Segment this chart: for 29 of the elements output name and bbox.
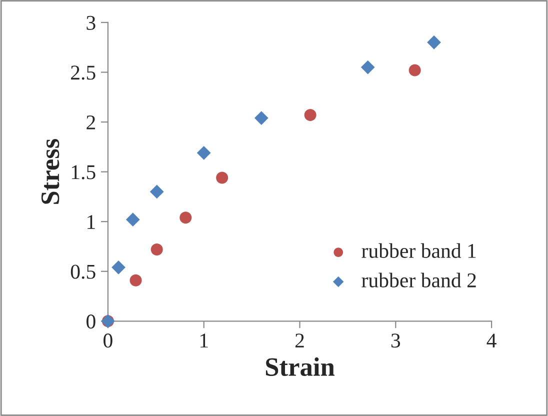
x-tick-label: 2: [295, 334, 304, 348]
x-tick-label: 3: [391, 334, 400, 348]
x-tick-label: 0: [104, 334, 112, 348]
point: [216, 172, 228, 184]
y-tick-label: 2: [86, 115, 95, 130]
x-tick-label: 1: [200, 334, 208, 348]
y-tick-label: 1.5: [72, 165, 96, 180]
point: [408, 64, 421, 76]
point: [427, 35, 441, 50]
x-tick-label: 4: [486, 334, 496, 348]
point: [254, 111, 268, 125]
legend-label: rubber band 2: [362, 272, 476, 288]
point: [360, 60, 375, 74]
y-tick-label: 0: [86, 314, 96, 329]
point: [196, 146, 211, 160]
point: [126, 212, 140, 227]
x-axis-title: Strain: [266, 357, 335, 376]
point: [112, 260, 126, 274]
point: [130, 274, 142, 286]
y-axis-title: Stress: [41, 138, 60, 204]
point: [150, 184, 164, 199]
point: [180, 212, 192, 224]
point: [150, 243, 163, 256]
y-tick-label: 0.5: [70, 264, 96, 279]
y-tick-label: 3: [86, 16, 96, 30]
legend-label: rubber band 1: [362, 243, 476, 258]
point: [304, 109, 316, 122]
y-tick-label: 2.5: [71, 66, 96, 80]
y-tick-label: 1: [88, 215, 95, 229]
